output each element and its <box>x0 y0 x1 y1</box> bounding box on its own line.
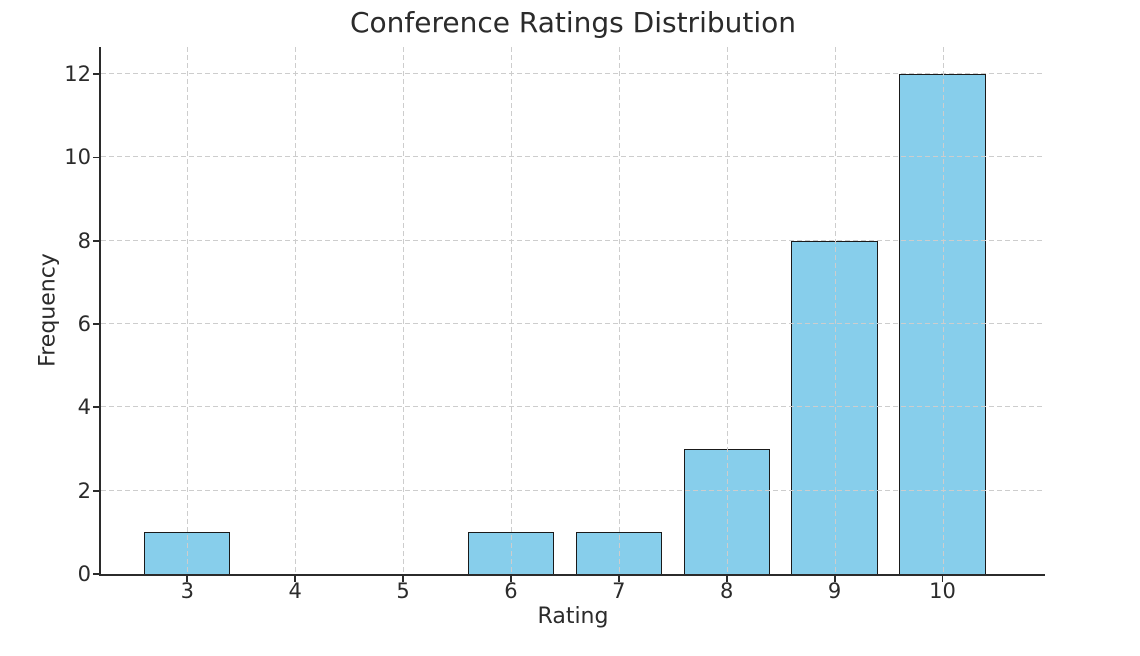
bar-rating-8 <box>683 449 770 574</box>
y-tick-mark-0 <box>93 573 100 575</box>
gridline-v-4 <box>295 47 297 574</box>
x-tick-mark-5 <box>402 575 404 582</box>
gridline-h-8 <box>101 239 1045 241</box>
x-axis-spine <box>99 574 1045 576</box>
gridline-v-9 <box>834 47 836 574</box>
x-tick-label-6: 6 <box>504 579 518 603</box>
x-tick-label-10: 10 <box>929 579 956 603</box>
x-tick-label-7: 7 <box>612 579 626 603</box>
x-tick-mark-9 <box>833 575 836 582</box>
y-tick-mark-6 <box>93 323 100 325</box>
gridline-v-8 <box>726 47 728 574</box>
y-tick-label-2: 2 <box>77 478 91 503</box>
gridline-h-12 <box>101 73 1045 75</box>
x-tick-mark-3 <box>186 575 189 582</box>
x-tick-mark-8 <box>725 575 728 582</box>
bar-rating-7 <box>575 532 662 574</box>
gridline-v-3 <box>187 47 189 574</box>
tick-marks <box>93 47 1045 582</box>
gridline-v-6 <box>510 47 512 574</box>
y-tick-label-12: 12 <box>64 62 91 87</box>
bar-rating-6 <box>467 532 555 574</box>
gridline-v-5 <box>403 47 405 574</box>
x-tick-labels: 3 4 5 6 7 8 9 10 <box>101 579 1045 605</box>
gridline-h-4 <box>101 406 1045 408</box>
gridline-h-10 <box>101 156 1045 158</box>
chart-title: Conference Ratings Distribution <box>349 6 797 39</box>
x-tick-mark-6 <box>510 575 512 582</box>
y-tick-mark-2 <box>93 489 100 492</box>
gridline-h-2 <box>101 489 1045 491</box>
x-tick-label-4: 4 <box>288 579 302 603</box>
x-tick-label-5: 5 <box>396 579 410 603</box>
x-tick-label-9: 9 <box>827 579 842 603</box>
y-tick-label-0: 0 <box>77 562 91 586</box>
y-tick-label-6: 6 <box>77 312 91 337</box>
x-tick-label-8: 8 <box>720 579 734 603</box>
x-tick-mark-10 <box>941 575 944 582</box>
x-tick-mark-4 <box>294 575 297 582</box>
y-tick-mark-12 <box>93 73 100 75</box>
x-tick-mark-7 <box>617 575 620 582</box>
gridline-v-7 <box>618 47 620 574</box>
y-tick-mark-10 <box>93 156 100 159</box>
y-tick-mark-8 <box>93 239 100 242</box>
y-tick-label-4: 4 <box>77 395 91 420</box>
y-tick-label-8: 8 <box>77 228 91 253</box>
x-tick-label-3: 3 <box>180 579 194 603</box>
y-tick-label-10: 10 <box>64 145 91 170</box>
plot-area <box>93 47 1045 582</box>
y-tick-labels: 0 2 4 6 8 10 12 <box>0 47 91 586</box>
gridlines <box>101 47 1045 574</box>
y-axis-spine <box>99 47 101 576</box>
y-tick-mark-4 <box>93 406 100 409</box>
bar-rating-3 <box>144 532 231 574</box>
gridline-v-10 <box>942 47 944 574</box>
gridline-h-6 <box>101 323 1045 325</box>
x-axis-label: Rating <box>537 604 609 629</box>
